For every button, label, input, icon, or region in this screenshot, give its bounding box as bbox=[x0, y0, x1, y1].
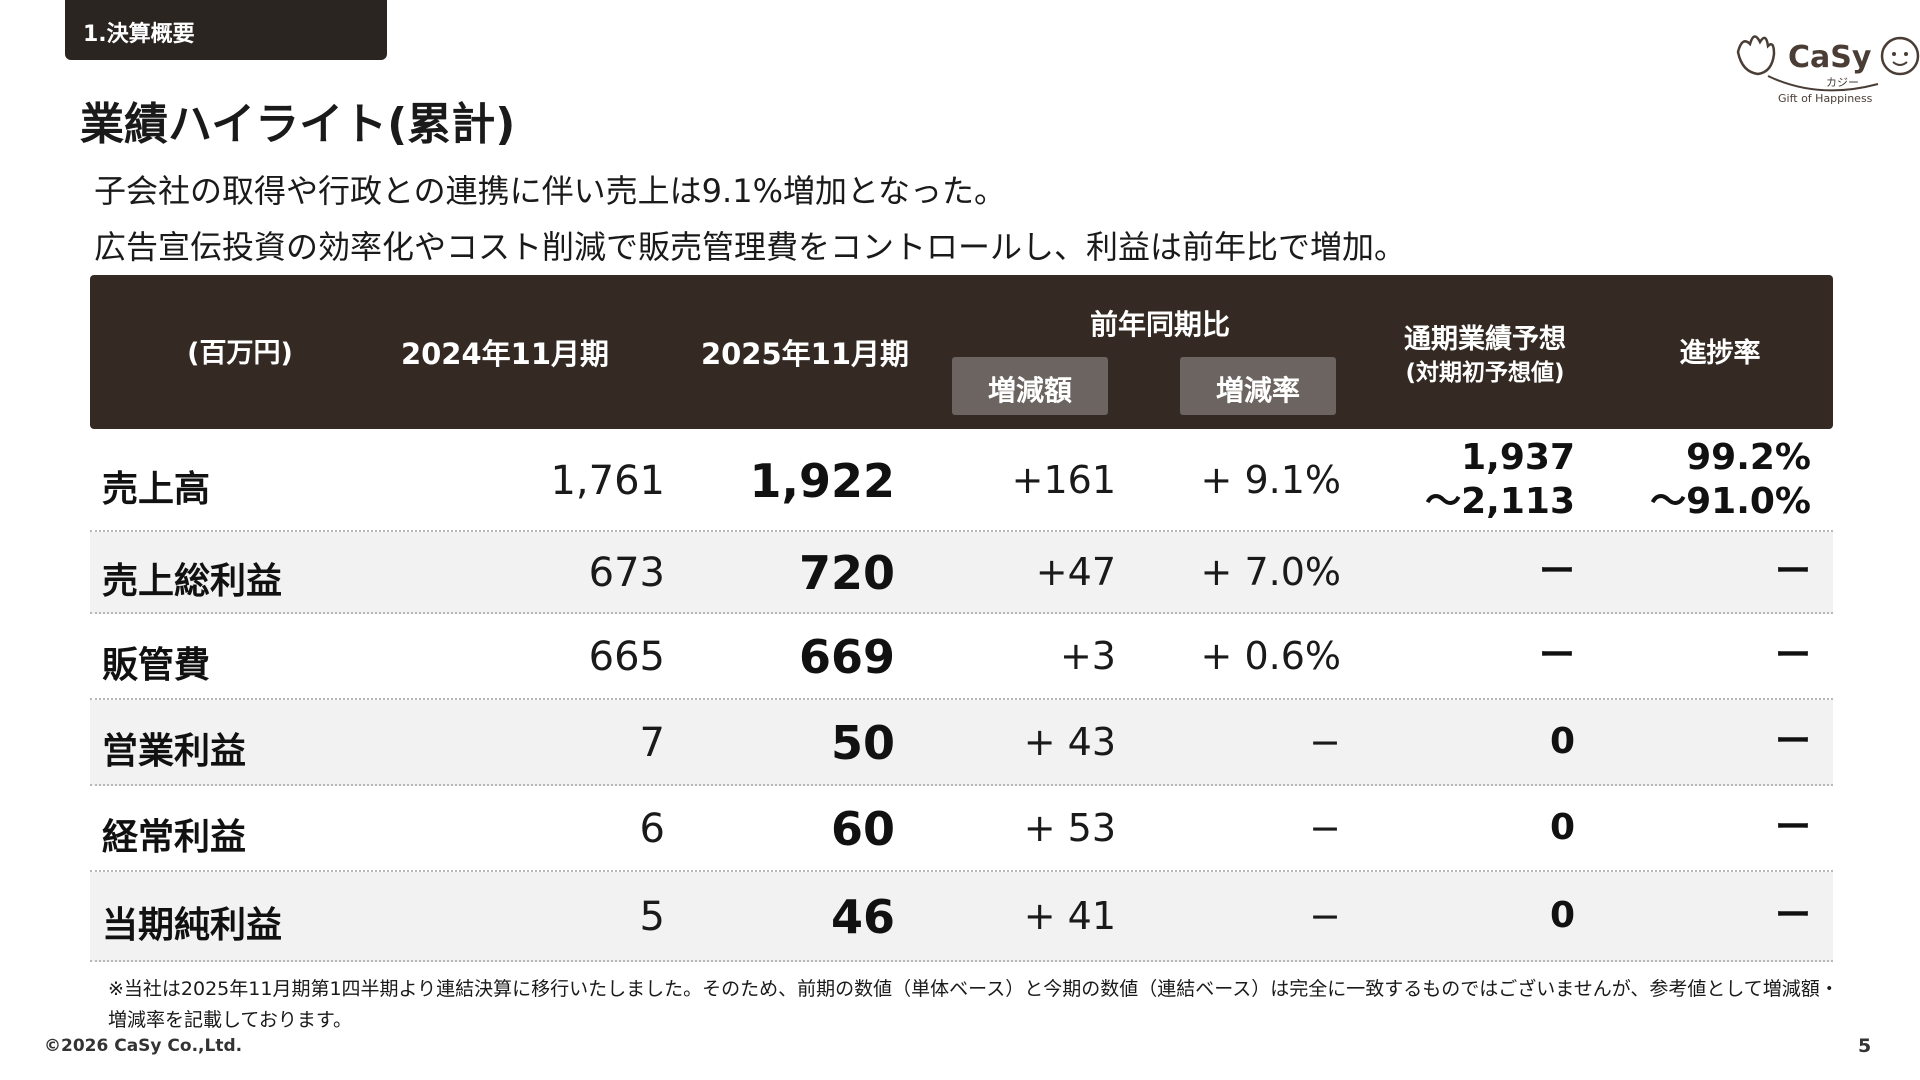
progress-line-1: 99.2% bbox=[1686, 437, 1811, 478]
value-fy2025: 46 bbox=[830, 890, 895, 944]
value-fy2025: 50 bbox=[830, 716, 895, 770]
value-progress: ー bbox=[1774, 807, 1811, 848]
value-yoy-amount: + 43 bbox=[1023, 720, 1116, 764]
table-row: 当期純利益 5 46 + 41 − 0 ー bbox=[90, 872, 1833, 962]
logo-kana: カジー bbox=[1826, 76, 1859, 89]
copyright: ©2026 CaSy Co.,Ltd. bbox=[44, 1036, 243, 1056]
header-fy2024: 2024年11月期 bbox=[400, 337, 610, 371]
value-forecast: 0 bbox=[1549, 807, 1575, 848]
value-progress: ー bbox=[1774, 895, 1811, 936]
table-row: 営業利益 7 50 + 43 − 0 ー bbox=[90, 700, 1833, 786]
row-label: 売上高 bbox=[102, 469, 211, 510]
header-fy2025: 2025年11月期 bbox=[700, 337, 910, 371]
value-yoy-amount: +47 bbox=[1035, 550, 1116, 594]
value-fy2025: 60 bbox=[830, 802, 895, 856]
value-yoy-rate: − bbox=[1309, 720, 1341, 764]
value-yoy-rate: + 0.6% bbox=[1200, 634, 1341, 678]
value-forecast: ー bbox=[1538, 635, 1575, 676]
header-yoy-amount: 増減額 bbox=[952, 357, 1108, 415]
row-label: 販管費 bbox=[102, 645, 211, 686]
row-label: 経常利益 bbox=[102, 817, 247, 858]
value-yoy-rate: − bbox=[1309, 806, 1341, 850]
value-fy2025: 720 bbox=[798, 546, 895, 600]
page-title: 業績ハイライト(累計) bbox=[80, 99, 516, 150]
forecast-line-1: 1,937 bbox=[1461, 437, 1575, 478]
value-progress: ー bbox=[1774, 721, 1811, 762]
value-progress: 99.2% 〜91.0% bbox=[1650, 436, 1811, 524]
value-yoy-amount: + 53 bbox=[1023, 806, 1116, 850]
value-fy2025: 1,922 bbox=[749, 454, 895, 508]
table-row: 売上総利益 673 720 +47 + 7.0% ー ー bbox=[90, 532, 1833, 614]
value-fy2025: 669 bbox=[798, 630, 895, 684]
header-forecast-sub: (対期初予想値) bbox=[1405, 360, 1565, 386]
company-logo: CaSy カジー Gift of Happiness bbox=[1728, 22, 1920, 110]
value-fy2024: 1,761 bbox=[550, 458, 665, 504]
value-fy2024: 665 bbox=[588, 634, 665, 680]
header-progress: 進捗率 bbox=[1679, 338, 1761, 369]
header-forecast: 通期業績予想 bbox=[1404, 324, 1566, 355]
header-yoy: 前年同期比 bbox=[1089, 308, 1230, 341]
forecast-line-2: 〜2,113 bbox=[1425, 481, 1575, 522]
value-yoy-rate: − bbox=[1309, 894, 1341, 938]
value-forecast: ー bbox=[1538, 551, 1575, 592]
value-yoy-amount: +3 bbox=[1059, 634, 1116, 678]
value-progress: ー bbox=[1774, 551, 1811, 592]
logo-tagline: Gift of Happiness bbox=[1778, 92, 1873, 105]
logo-name: CaSy bbox=[1788, 40, 1872, 75]
value-progress: ー bbox=[1774, 635, 1811, 676]
table-row: 経常利益 6 60 + 53 − 0 ー bbox=[90, 786, 1833, 872]
page-number: 5 bbox=[1858, 1035, 1872, 1057]
value-forecast: 0 bbox=[1549, 721, 1575, 762]
header-unit: (百万円) bbox=[187, 338, 293, 369]
value-yoy-rate: + 7.0% bbox=[1200, 550, 1341, 594]
row-label: 当期純利益 bbox=[102, 905, 283, 946]
value-forecast: 0 bbox=[1549, 895, 1575, 936]
progress-line-2: 〜91.0% bbox=[1650, 481, 1811, 522]
summary-line-1: 子会社の取得や行政との連携に伴い売上は9.1%増加となった。 bbox=[94, 172, 1007, 210]
value-fy2024: 5 bbox=[639, 894, 665, 940]
value-fy2024: 673 bbox=[588, 550, 665, 596]
value-fy2024: 6 bbox=[639, 806, 665, 852]
value-forecast: 1,937 〜2,113 bbox=[1425, 436, 1575, 524]
header-yoy-rate: 増減率 bbox=[1180, 357, 1336, 415]
value-yoy-amount: +161 bbox=[1011, 458, 1116, 502]
table-row: 売上高 1,761 1,922 +161 + 9.1% 1,937 〜2,113… bbox=[90, 432, 1833, 532]
table-header: (百万円) 2024年11月期 2025年11月期 前年同期比 増減額 増減率 … bbox=[90, 275, 1833, 429]
row-label: 売上総利益 bbox=[102, 561, 283, 602]
waving-hand-icon bbox=[1736, 35, 1920, 92]
section-tab: 1.決算概要 bbox=[65, 0, 387, 60]
value-fy2024: 7 bbox=[639, 720, 665, 766]
row-label: 営業利益 bbox=[102, 731, 247, 772]
value-yoy-amount: + 41 bbox=[1023, 894, 1116, 938]
value-yoy-rate: + 9.1% bbox=[1200, 458, 1341, 502]
table-row: 販管費 665 669 +3 + 0.6% ー ー bbox=[90, 614, 1833, 700]
summary-line-2: 広告宣伝投資の効率化やコスト削減で販売管理費をコントロールし、利益は前年比で増加… bbox=[94, 228, 1407, 266]
footnote: ※当社は2025年11月期第1四半期より連結決算に移行いたしました。そのため、前… bbox=[108, 978, 1839, 1031]
